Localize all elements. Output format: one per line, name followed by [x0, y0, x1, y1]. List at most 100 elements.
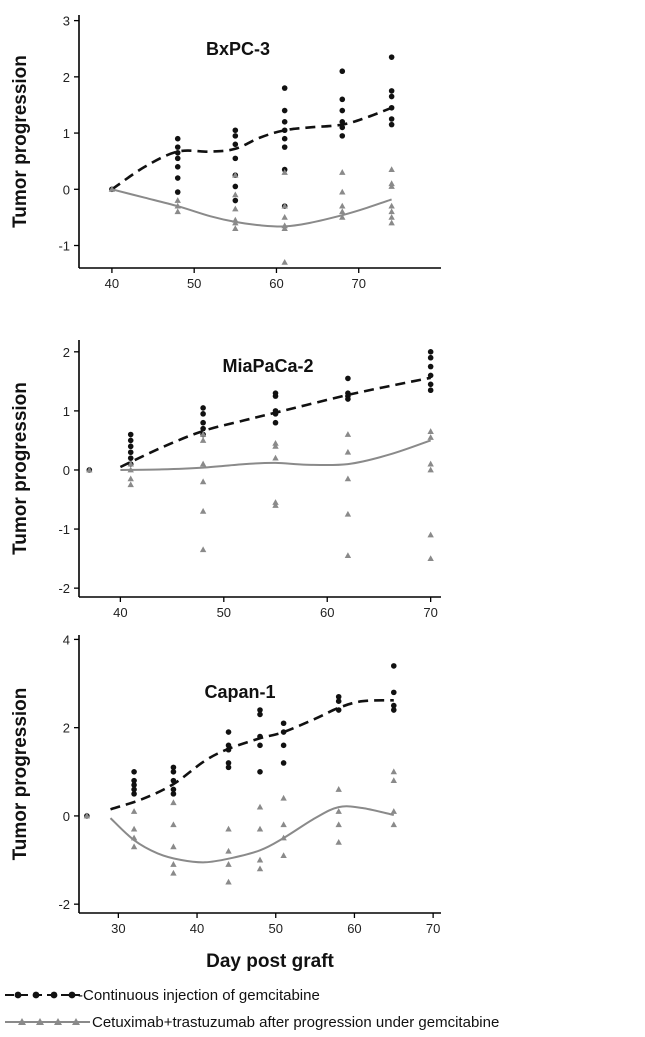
data-point — [131, 791, 137, 797]
data-point — [388, 121, 395, 128]
data-point — [272, 393, 279, 399]
data-point — [225, 742, 232, 749]
legend-cet-marker — [72, 1018, 80, 1025]
data-point — [388, 54, 395, 60]
x-tick-label: 30 — [111, 921, 125, 936]
data-point — [272, 439, 279, 446]
data-point — [174, 189, 181, 195]
data-point — [388, 208, 395, 215]
data-point — [225, 764, 232, 771]
data-point — [280, 834, 287, 841]
legend-gem-label: -Continuous injection of gemcitabine — [78, 987, 320, 1004]
legend-gem-marker — [68, 991, 76, 999]
y-tick-label: -2 — [58, 581, 70, 596]
x-tick-label: 40 — [113, 605, 127, 620]
data-point — [127, 475, 134, 482]
y-axis-label: Tumor progression — [10, 55, 31, 228]
data-point — [390, 777, 397, 784]
data-point — [390, 707, 397, 713]
data-point — [199, 437, 207, 443]
data-point — [174, 149, 181, 156]
data-point — [256, 803, 264, 810]
data-point — [174, 202, 181, 209]
data-point — [225, 861, 232, 867]
data-point — [335, 821, 342, 828]
data-point — [131, 786, 137, 793]
data-point — [83, 812, 91, 819]
data-point — [388, 88, 395, 94]
data-point — [427, 460, 434, 467]
data-point — [272, 499, 279, 505]
y-axis-label: Tumor progression — [10, 382, 31, 555]
data-point — [232, 127, 239, 134]
data-point — [281, 144, 288, 150]
data-point — [339, 107, 346, 114]
data-point — [339, 208, 346, 215]
data-point — [280, 720, 287, 727]
data-point — [272, 419, 279, 426]
data-point — [339, 124, 346, 131]
data-point — [339, 133, 346, 139]
y-tick-label: 0 — [63, 809, 70, 824]
data-point — [339, 202, 346, 209]
data-point — [199, 478, 207, 485]
data-point — [272, 454, 279, 461]
data-point — [232, 191, 239, 198]
fit-line-gemcitabine — [110, 699, 394, 811]
y-tick-label: -1 — [58, 239, 70, 254]
data-point — [225, 825, 232, 832]
x-tick-label: 70 — [351, 276, 365, 291]
legend-gemcitabine: -Continuous injection of gemcitabine — [5, 987, 320, 1004]
data-point — [390, 663, 397, 669]
data-point — [127, 431, 134, 438]
fit-line-cetuximab — [109, 805, 395, 864]
data-point — [427, 466, 434, 473]
data-point — [281, 214, 288, 220]
data-point — [127, 443, 134, 450]
panel-title: MiaPaCa-2 — [222, 356, 313, 376]
data-point — [388, 166, 395, 173]
data-point — [281, 169, 288, 175]
data-point — [130, 843, 138, 850]
data-point — [280, 794, 287, 801]
legend-cet-marker — [18, 1018, 26, 1025]
data-point — [427, 349, 434, 355]
y-tick-label: 4 — [63, 632, 70, 647]
panel-title: BxPC-3 — [206, 39, 270, 59]
data-point — [174, 208, 181, 215]
data-point — [170, 843, 177, 850]
data-point — [388, 93, 395, 100]
fit-line-gemcitabine — [111, 106, 393, 191]
data-point — [225, 760, 232, 766]
data-point — [339, 214, 346, 220]
data-point — [127, 437, 134, 444]
data-point — [388, 219, 395, 226]
data-point — [280, 742, 287, 749]
data-point — [127, 449, 134, 456]
data-point — [427, 387, 434, 394]
fit-line-cetuximab — [120, 439, 432, 471]
x-tick-label: 40 — [190, 921, 204, 936]
data-point — [344, 510, 352, 517]
data-point — [388, 214, 395, 220]
legend-gem-marker — [50, 991, 58, 999]
data-point — [232, 171, 239, 178]
data-point — [257, 733, 263, 740]
data-point — [232, 155, 239, 162]
data-point — [427, 531, 434, 538]
data-point — [170, 869, 177, 876]
panel-2: -2 -1 0 1 2 40 50 60 70 Tumor progression MiaPaCa-… — [10, 340, 441, 620]
data-point — [225, 729, 232, 735]
data-point — [131, 768, 137, 775]
data-point — [388, 202, 395, 209]
data-point — [272, 442, 279, 449]
data-point — [130, 808, 138, 814]
data-point — [281, 225, 288, 232]
data-point — [127, 466, 134, 473]
data-point — [130, 825, 138, 832]
data-point — [281, 135, 288, 142]
data-point — [427, 363, 434, 370]
data-point — [256, 856, 264, 863]
data-point — [280, 821, 287, 828]
legend-gem-marker — [14, 991, 22, 999]
